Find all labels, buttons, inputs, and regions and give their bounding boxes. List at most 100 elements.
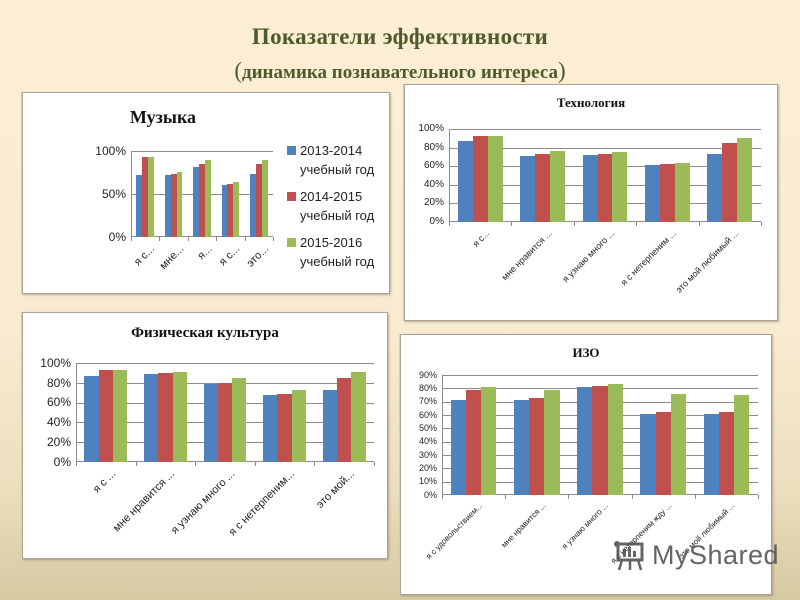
y-tick-label: 40% [418,436,437,447]
y-tick-label: 80% [423,141,444,153]
bar [733,395,750,495]
x-tick-label: я с... [132,243,158,269]
y-tick-label: 60% [418,409,437,420]
x-tick-label: я с удовольствием... [423,501,484,562]
bar [322,389,338,462]
y-tick-label: 0% [429,216,444,227]
x-tick-mark [573,222,575,226]
y-tick-label: 80% [418,382,437,393]
x-tick-mark [505,495,507,499]
y-axis [131,151,132,237]
legend-year: 2013-2014 [300,143,363,158]
y-tick-label: 30% [418,449,437,460]
y-tick-label: 20% [423,197,444,209]
x-tick-label: мне... [157,243,187,272]
x-tick-mark [159,237,161,241]
legend-suffix: учебный год [300,208,375,223]
bar [233,181,240,237]
gridline [442,375,758,376]
bar [199,163,205,237]
bar [143,373,159,462]
y-tick-label: 0% [53,454,71,469]
bar-group [640,375,686,495]
bar [227,183,234,237]
bar [592,385,608,495]
bar [249,174,256,237]
chart-title: Музыка [129,107,197,127]
subtitle-text: динамика познавательного интереса [242,62,558,83]
legend-year: 2015-2016 [300,235,363,250]
bar-group [249,151,268,237]
x-tick-label: я... [195,243,215,263]
x-tick-label: это... [244,243,271,270]
bar [722,142,738,222]
bar [703,413,719,495]
x-tick-mark [195,462,197,466]
y-tick-label: 50% [418,422,437,433]
bar [261,159,268,237]
x-tick-mark [374,462,375,466]
watermark-text: MyShared [652,539,780,570]
bar-group [577,375,623,495]
bar [277,393,292,462]
bar [84,375,99,462]
bar-group [322,363,366,462]
bar-group [450,375,497,495]
chart-iso: ИЗО 90% 80% 70% 60% 50% 40% 30% 20% 10% 0% я с удов… [400,334,772,595]
bar [204,159,211,237]
bar [597,154,613,222]
presentation-board-icon [614,541,644,571]
bar [112,369,128,462]
y-tick-label: 0% [108,229,126,244]
bar-group [221,151,240,237]
bar [203,383,218,462]
bar-group [263,363,307,462]
x-tick-mark [187,237,189,241]
page-title: Показатели эффективности [251,24,549,49]
bar-group [84,363,128,462]
plot-area [76,363,375,466]
bar [176,171,183,237]
bar [337,377,352,462]
x-tick-label: я узнаю много ... [560,501,611,552]
bar [655,412,671,495]
x-tick-mark [76,462,77,466]
bar [514,400,530,495]
y-axis [442,375,443,495]
bar-group [457,129,503,222]
bar-group [164,151,183,237]
x-tick-mark [273,237,274,241]
y-tick-label: 100% [95,143,126,158]
chart-legend: 2013-2014 учебный год 2014-2015 учебный го… [287,141,374,279]
gridline [76,363,374,364]
y-tick-label: 100% [418,123,444,134]
legend-swatch-icon [287,192,296,201]
x-tick-mark [216,237,218,241]
bar-group [582,129,628,222]
legend-swatch-icon [287,146,296,155]
y-tick-label: 40% [423,178,444,190]
x-tick-mark [314,462,316,466]
bar [263,394,278,462]
y-tick-label: 60% [46,395,71,410]
bar [529,397,545,495]
x-tick-label: мне нравится ... [111,468,178,535]
bar [450,400,466,495]
x-tick-mark [442,495,443,499]
gridline [449,147,761,149]
plot-area [449,129,762,226]
bar [737,138,753,222]
x-tick-label: я с нетерпеним... [226,468,297,539]
x-tick-label: я узнаю много ... [560,228,617,285]
y-tick-label: 0% [423,489,437,500]
bar [550,151,566,222]
bar [481,387,497,495]
bar [644,165,660,222]
bar [659,164,675,222]
chart-physical-culture: Физическая культура 100% 80% 60% 40% 20% 0% я с… [22,312,388,559]
x-tick-mark [694,495,696,499]
y-tick-label: 70% [418,396,437,407]
bar [164,175,171,237]
y-tick-label: 20% [46,435,71,449]
y-tick-label: 40% [46,415,71,430]
